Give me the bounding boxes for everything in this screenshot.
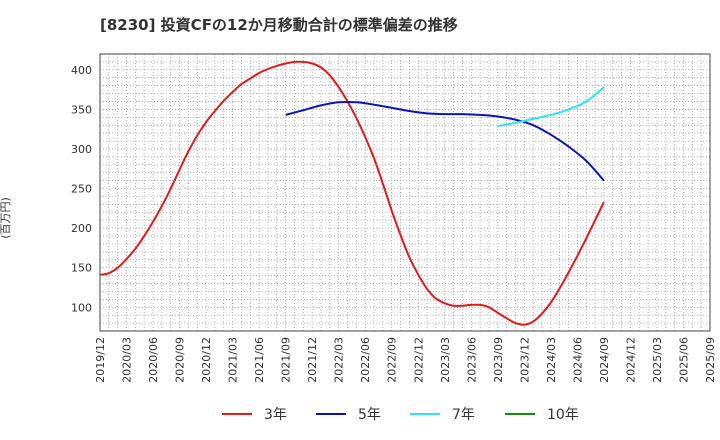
grid <box>100 54 710 331</box>
x-tick-label: 2020/03 <box>121 337 134 383</box>
x-tick-label: 2022/12 <box>412 337 425 383</box>
x-tick-label: 2025/06 <box>677 337 690 383</box>
x-tick-label: 2021/12 <box>306 337 319 383</box>
x-tick-label: 2021/03 <box>227 337 240 383</box>
legend-label-3: 10年 <box>547 407 579 423</box>
legend-label-0: 3年 <box>264 407 287 423</box>
x-tick-label: 2024/06 <box>571 337 584 383</box>
y-axis: 100 150 200 250 300 350 400 <box>71 64 92 314</box>
y-tick-label: 400 <box>71 64 92 77</box>
x-axis: 2019/12 2020/03 2020/06 2020/09 2020/12 2021/… <box>94 337 717 383</box>
y-tick-label: 300 <box>71 143 92 156</box>
series-line-1 <box>285 100 605 182</box>
x-tick-label: 2022/06 <box>359 337 372 383</box>
x-tick-label: 2023/09 <box>492 337 505 383</box>
x-tick-label: 2019/12 <box>94 337 107 383</box>
x-tick-label: 2025/03 <box>651 337 664 383</box>
y-tick-label: 250 <box>71 183 92 196</box>
legend: 3年 5年 7年 10年 <box>222 407 579 423</box>
y-tick-label: 350 <box>71 103 92 116</box>
series-line-2 <box>497 86 605 127</box>
x-tick-label: 2025/09 <box>704 337 717 383</box>
y-tick-label: 150 <box>71 262 92 275</box>
x-tick-label: 2023/12 <box>518 337 531 383</box>
x-tick-label: 2024/03 <box>545 337 558 383</box>
x-tick-label: 2023/03 <box>439 337 452 383</box>
x-tick-label: 2020/09 <box>174 337 187 383</box>
x-tick-label: 2020/06 <box>147 337 160 383</box>
x-tick-label: 2024/12 <box>624 337 637 383</box>
y-tick-label: 200 <box>71 222 92 235</box>
x-tick-label: 2023/06 <box>465 337 478 383</box>
x-tick-label: 2024/09 <box>598 337 611 383</box>
chart-title: [8230] 投資CFの12か月移動合計の標準偏差の推移 <box>100 16 458 34</box>
series-lines <box>99 60 605 326</box>
x-tick-label: 2022/03 <box>333 337 346 383</box>
x-tick-label: 2020/12 <box>200 337 213 383</box>
plot-frame <box>99 53 711 332</box>
x-tick-label: 2022/09 <box>386 337 399 383</box>
series-line-0 <box>99 60 605 326</box>
x-tick-label: 2021/09 <box>280 337 293 383</box>
x-tick-label: 2021/06 <box>253 337 266 383</box>
legend-label-1: 5年 <box>358 407 381 423</box>
y-tick-label: 100 <box>71 301 92 314</box>
legend-label-2: 7年 <box>452 407 475 423</box>
